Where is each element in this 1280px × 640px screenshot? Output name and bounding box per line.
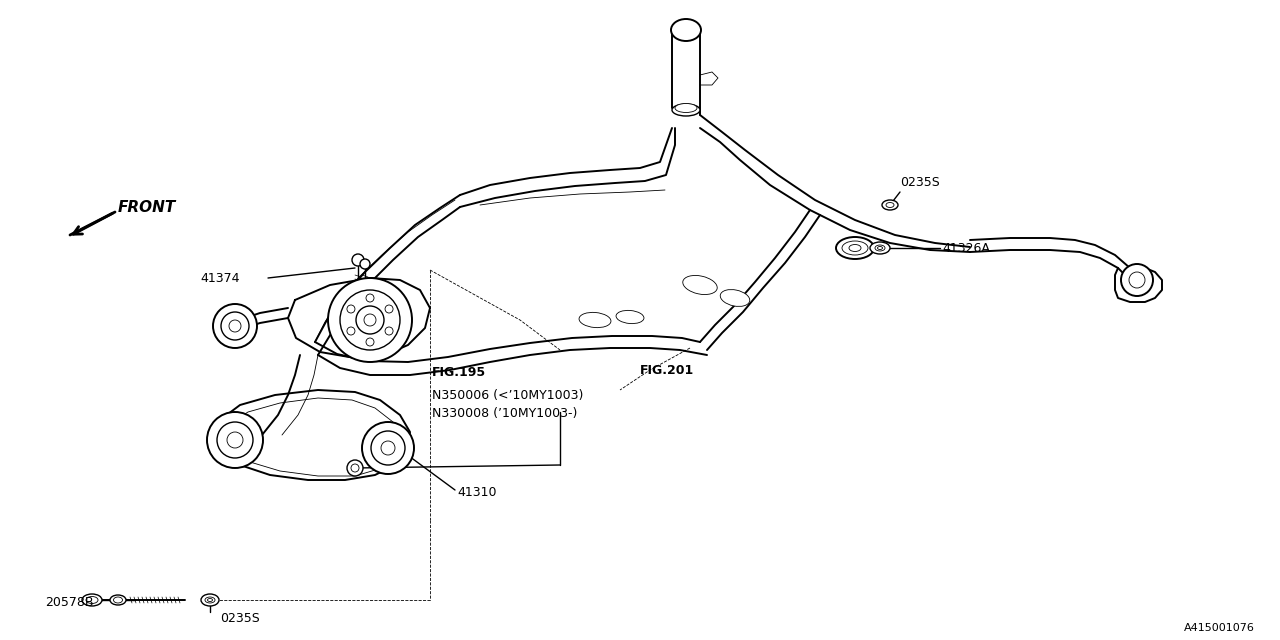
Circle shape [351,464,358,472]
Text: 20578B: 20578B [45,596,93,609]
Text: A415001076: A415001076 [1184,623,1254,633]
Ellipse shape [207,598,212,602]
Ellipse shape [675,104,698,113]
Ellipse shape [849,244,861,252]
Text: N350006 (<’10MY1003): N350006 (<’10MY1003) [433,388,584,401]
Circle shape [328,278,412,362]
Ellipse shape [886,202,893,207]
Ellipse shape [882,200,899,210]
Circle shape [385,327,393,335]
Text: FIG.195: FIG.195 [433,365,486,378]
Circle shape [364,314,376,326]
Circle shape [352,254,364,266]
Ellipse shape [842,241,868,255]
Circle shape [347,327,355,335]
Text: 41326A: 41326A [942,241,989,255]
Circle shape [227,432,243,448]
Ellipse shape [878,246,882,250]
Ellipse shape [579,312,611,328]
Text: 41310: 41310 [457,486,497,499]
Ellipse shape [836,237,874,259]
Ellipse shape [114,597,123,603]
Circle shape [218,422,253,458]
Circle shape [347,305,355,313]
Circle shape [366,294,374,302]
Circle shape [347,460,364,476]
Ellipse shape [682,275,717,294]
Ellipse shape [616,310,644,324]
Circle shape [340,290,401,350]
Text: 41374: 41374 [200,271,239,285]
Circle shape [385,305,393,313]
Ellipse shape [671,19,701,41]
Text: 0235S: 0235S [900,175,940,189]
Ellipse shape [721,289,750,307]
Circle shape [360,259,370,269]
Circle shape [1121,264,1153,296]
Text: N330008 (’10MY1003-): N330008 (’10MY1003-) [433,406,577,419]
Circle shape [362,422,413,474]
Ellipse shape [672,104,700,116]
Text: FRONT: FRONT [118,200,177,214]
Circle shape [1129,272,1146,288]
Circle shape [371,431,404,465]
Circle shape [229,320,241,332]
Ellipse shape [205,597,215,603]
Ellipse shape [110,595,125,605]
Circle shape [381,441,396,455]
Ellipse shape [82,594,102,606]
Ellipse shape [201,594,219,606]
Circle shape [356,306,384,334]
Circle shape [207,412,262,468]
Ellipse shape [876,245,884,251]
Circle shape [212,304,257,348]
Text: FIG.201: FIG.201 [640,364,694,376]
Circle shape [221,312,250,340]
Ellipse shape [870,242,890,254]
Circle shape [366,338,374,346]
Ellipse shape [86,596,99,604]
Text: 0235S: 0235S [220,611,260,625]
